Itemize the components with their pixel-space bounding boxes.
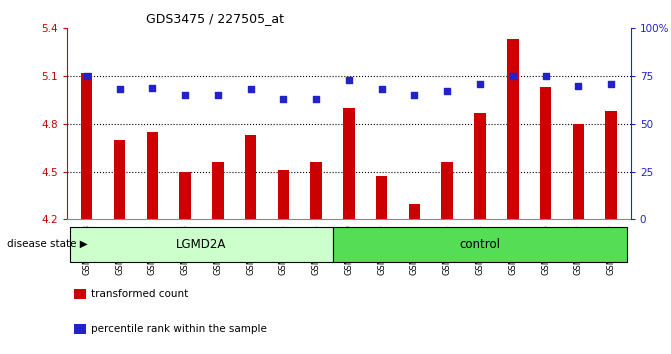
Point: [180, 92, 191, 98]
Point: [474, 81, 485, 87]
Point: [376, 87, 387, 92]
Bar: [572, 124, 584, 219]
Bar: [114, 140, 125, 219]
Bar: [179, 172, 191, 219]
Bar: [333, 227, 627, 262]
Point: [278, 96, 289, 102]
Point: [114, 87, 125, 92]
Text: disease state ▶: disease state ▶: [7, 239, 87, 249]
Bar: [539, 87, 552, 219]
Bar: [278, 170, 289, 219]
Point: [507, 73, 518, 79]
Point: [442, 88, 453, 94]
Text: LGMD2A: LGMD2A: [176, 238, 227, 251]
Bar: [442, 162, 453, 219]
Text: GDS3475 / 227505_at: GDS3475 / 227505_at: [146, 12, 284, 25]
Point: [606, 81, 617, 87]
Point: [147, 85, 158, 90]
Bar: [212, 162, 223, 219]
Bar: [146, 132, 158, 219]
Point: [213, 92, 223, 98]
Bar: [81, 73, 93, 219]
Point: [311, 96, 321, 102]
Point: [81, 73, 92, 79]
Text: percentile rank within the sample: percentile rank within the sample: [91, 324, 266, 334]
Point: [409, 92, 420, 98]
Bar: [343, 108, 355, 219]
Bar: [474, 113, 486, 219]
Text: transformed count: transformed count: [91, 289, 188, 299]
Bar: [70, 227, 333, 262]
Bar: [409, 204, 420, 219]
Bar: [311, 162, 322, 219]
Bar: [507, 40, 519, 219]
Bar: [376, 177, 387, 219]
Text: control: control: [460, 238, 501, 251]
Bar: [245, 135, 256, 219]
Bar: [605, 111, 617, 219]
Point: [344, 77, 354, 83]
Point: [540, 73, 551, 79]
Point: [573, 83, 584, 88]
Point: [245, 87, 256, 92]
